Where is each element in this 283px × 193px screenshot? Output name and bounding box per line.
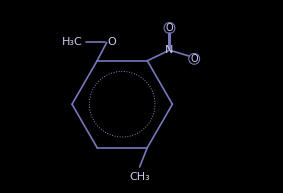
Text: H₃C: H₃C [62,37,83,47]
Text: CH₃: CH₃ [129,172,150,182]
Text: O: O [166,23,173,33]
Text: O: O [190,54,198,64]
Text: O: O [108,37,117,47]
Text: N: N [165,45,174,55]
